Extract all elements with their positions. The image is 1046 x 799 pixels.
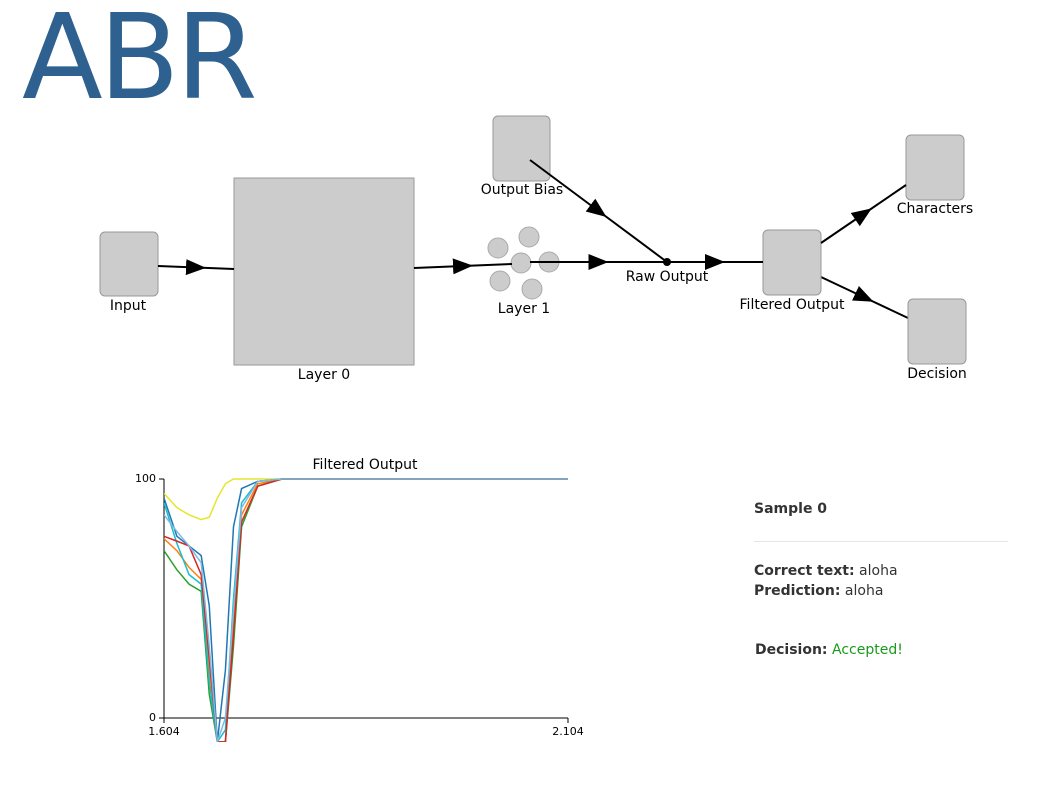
series-line [164,478,568,521]
series-line [164,478,568,742]
value: Accepted! [831,642,903,658]
node-label: Input [110,298,147,314]
series-line [164,478,568,742]
sample-title: Sample 0 [754,501,827,517]
correct-row: Correct text: aloha [754,563,898,579]
node-label: Layer 0 [298,367,350,383]
node-layer0[interactable] [233,177,415,366]
label: Decision: [755,642,828,658]
network-diagram: Input Layer 0 Output Bias Layer 1 Raw Ou… [99,115,973,383]
connection [820,276,909,319]
prediction-row: Prediction: aloha [754,583,883,599]
node-filtered-output[interactable] [762,229,822,296]
value: aloha [859,563,898,579]
connection [529,159,668,263]
connection [820,184,907,244]
series-line [164,478,568,742]
series-lines [164,478,568,742]
node-label: Filtered Output [740,297,845,313]
label: Correct text: [754,563,855,579]
series-line [164,478,568,742]
line-chart: Filtered Output 0 100 1.604 2.104 [135,457,584,742]
series-line [164,478,568,742]
chart-title: Filtered Output [313,457,418,473]
connection [413,258,513,275]
series-line [164,478,568,742]
label: Prediction: [754,583,841,599]
node-label: Layer 1 [498,301,550,317]
y-tick-label: 100 [135,472,156,485]
connection [157,259,235,276]
node-characters[interactable] [905,134,965,201]
node-input[interactable] [99,231,159,297]
sample: Sample 0 [754,501,828,517]
node-decision[interactable] [907,298,967,365]
logo: ABR [22,0,255,126]
node-label: Decision [907,366,967,382]
node-output-bias[interactable] [492,115,551,182]
node-label: Output Bias [481,182,563,198]
x-tick-label: 2.104 [552,725,584,738]
value: aloha [844,583,884,599]
x-tick-label: 1.604 [148,725,180,738]
y-tick-label: 0 [149,711,156,724]
node-label: Raw Output [626,269,709,285]
divider [754,541,1008,542]
node-label: Characters [897,201,973,217]
decision-row: Decision: Accepted! [755,642,903,658]
